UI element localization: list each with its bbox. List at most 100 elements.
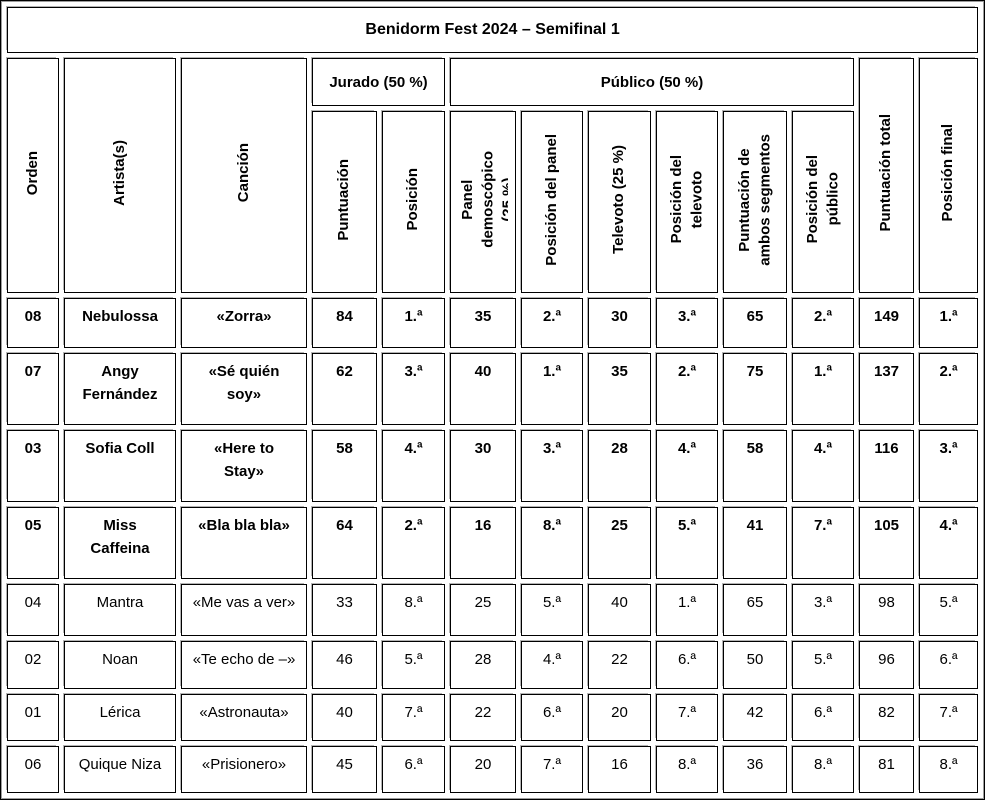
cell-publico-posicion: 3.ª bbox=[792, 584, 854, 636]
cell-artista: Miss Caffeina bbox=[64, 507, 176, 579]
table-row: 01 Lérica «Astronauta» 40 7.ª 22 6.ª 20 … bbox=[7, 694, 979, 741]
cell-orden: 08 bbox=[7, 298, 59, 348]
cell-panel-posicion: 4.ª bbox=[521, 641, 583, 689]
cell-televoto-posicion: 4.ª bbox=[656, 430, 718, 502]
cell-publico-posicion: 7.ª bbox=[792, 507, 854, 579]
cell-ambos: 42 bbox=[723, 694, 787, 741]
table-row: 03 Sofia Coll «Here to Stay» 58 4.ª 30 3… bbox=[7, 430, 979, 502]
cell-televoto: 16 bbox=[588, 746, 651, 793]
cell-final: 5.ª bbox=[919, 584, 979, 636]
cell-total: 137 bbox=[859, 353, 914, 425]
cell-ambos: 75 bbox=[723, 353, 787, 425]
cell-final: 6.ª bbox=[919, 641, 979, 689]
col-header-televoto: Televoto (25 %) bbox=[588, 111, 651, 293]
cell-cancion: «Zorra» bbox=[181, 298, 307, 348]
cell-publico-posicion: 2.ª bbox=[792, 298, 854, 348]
cell-televoto: 22 bbox=[588, 641, 651, 689]
table-row: 05 Miss Caffeina «Bla bla bla» 64 2.ª 16… bbox=[7, 507, 979, 579]
cell-panel-posicion: 1.ª bbox=[521, 353, 583, 425]
cell-artista: Sofia Coll bbox=[64, 430, 176, 502]
cell-televoto: 40 bbox=[588, 584, 651, 636]
col-header-televoto-label: Televoto (25 %) bbox=[610, 145, 628, 254]
cell-orden: 02 bbox=[7, 641, 59, 689]
cell-panel-posicion: 3.ª bbox=[521, 430, 583, 502]
cell-total: 149 bbox=[859, 298, 914, 348]
cell-panel: 20 bbox=[450, 746, 516, 793]
col-header-jurado-posicion-label: Posición bbox=[404, 168, 422, 231]
col-header-cancion: Canción bbox=[181, 58, 307, 293]
cell-artista: Lérica bbox=[64, 694, 176, 741]
col-header-puntuacion-ambos-label: Puntuación de ambos segmentos bbox=[735, 133, 773, 266]
cell-panel: 16 bbox=[450, 507, 516, 579]
cell-total: 116 bbox=[859, 430, 914, 502]
col-header-jurado-puntuacion: Puntuación bbox=[312, 111, 377, 293]
col-header-artista-label: Artista(s) bbox=[110, 140, 128, 206]
cell-cancion: «Te echo de –» bbox=[181, 641, 307, 689]
col-header-jurado-puntuacion-label: Puntuación bbox=[335, 158, 353, 241]
cell-artista: Angy Fernández bbox=[64, 353, 176, 425]
cell-publico-posicion: 8.ª bbox=[792, 746, 854, 793]
cell-jurado-puntuacion: 84 bbox=[312, 298, 377, 348]
cell-televoto-posicion: 2.ª bbox=[656, 353, 718, 425]
cell-panel: 30 bbox=[450, 430, 516, 502]
cell-final: 8.ª bbox=[919, 746, 979, 793]
col-header-puntuacion-total-label: Puntuación total bbox=[877, 114, 895, 232]
cell-jurado-puntuacion: 64 bbox=[312, 507, 377, 579]
col-header-puntuacion-ambos: Puntuación de ambos segmentos bbox=[723, 111, 787, 293]
col-header-puntuacion-total: Puntuación total bbox=[859, 58, 914, 293]
table-row: 07 Angy Fernández «Sé quién soy» 62 3.ª … bbox=[7, 353, 979, 425]
cell-orden: 01 bbox=[7, 694, 59, 741]
cell-cancion: «Sé quién soy» bbox=[181, 353, 307, 425]
cell-orden: 05 bbox=[7, 507, 59, 579]
cell-jurado-posicion: 6.ª bbox=[382, 746, 445, 793]
cell-panel: 22 bbox=[450, 694, 516, 741]
table-row: 02 Noan «Te echo de –» 46 5.ª 28 4.ª 22 … bbox=[7, 641, 979, 689]
cell-televoto-posicion: 7.ª bbox=[656, 694, 718, 741]
cell-publico-posicion: 4.ª bbox=[792, 430, 854, 502]
cell-ambos: 36 bbox=[723, 746, 787, 793]
panel-demoscopico-clip: Panel demoscópico (25 %) bbox=[458, 151, 508, 253]
cell-cancion: «Prisionero» bbox=[181, 746, 307, 793]
cell-panel-posicion: 5.ª bbox=[521, 584, 583, 636]
cell-televoto-posicion: 1.ª bbox=[656, 584, 718, 636]
cell-panel-posicion: 8.ª bbox=[521, 507, 583, 579]
cell-panel-posicion: 2.ª bbox=[521, 298, 583, 348]
col-header-posicion-final-label: Posición final bbox=[939, 124, 957, 222]
cell-panel-posicion: 6.ª bbox=[521, 694, 583, 741]
cell-panel: 28 bbox=[450, 641, 516, 689]
cell-orden: 07 bbox=[7, 353, 59, 425]
cell-panel: 25 bbox=[450, 584, 516, 636]
cell-artista: Noan bbox=[64, 641, 176, 689]
cell-televoto-posicion: 6.ª bbox=[656, 641, 718, 689]
cell-panel-posicion: 7.ª bbox=[521, 746, 583, 793]
col-header-posicion-final: Posición final bbox=[919, 58, 979, 293]
col-header-panel-demoscopico-label: Panel demoscópico (25 %) bbox=[459, 151, 508, 248]
cell-orden: 04 bbox=[7, 584, 59, 636]
cell-final: 1.ª bbox=[919, 298, 979, 348]
cell-televoto-posicion: 5.ª bbox=[656, 507, 718, 579]
col-header-posicion-panel-label: Posición del panel bbox=[542, 133, 560, 266]
cell-artista: Quique Niza bbox=[64, 746, 176, 793]
cell-cancion: «Me vas a ver» bbox=[181, 584, 307, 636]
cell-jurado-puntuacion: 45 bbox=[312, 746, 377, 793]
col-header-cancion-label: Canción bbox=[234, 143, 252, 203]
group-header-publico: Público (50 %) bbox=[450, 58, 854, 106]
cell-jurado-posicion: 5.ª bbox=[382, 641, 445, 689]
cell-final: 2.ª bbox=[919, 353, 979, 425]
cell-final: 7.ª bbox=[919, 694, 979, 741]
col-header-artista: Artista(s) bbox=[64, 58, 176, 293]
cell-publico-posicion: 6.ª bbox=[792, 694, 854, 741]
cell-panel: 35 bbox=[450, 298, 516, 348]
cell-final: 4.ª bbox=[919, 507, 979, 579]
cell-televoto: 35 bbox=[588, 353, 651, 425]
page-title: Benidorm Fest 2024 – Semifinal 1 bbox=[7, 7, 979, 53]
cell-final: 3.ª bbox=[919, 430, 979, 502]
col-header-posicion-publico: Posición del público bbox=[792, 111, 854, 293]
cell-jurado-puntuacion: 46 bbox=[312, 641, 377, 689]
col-header-posicion-televoto: Posición del televoto bbox=[656, 111, 718, 293]
table-row: 06 Quique Niza «Prisionero» 45 6.ª 20 7.… bbox=[7, 746, 979, 793]
cell-televoto: 30 bbox=[588, 298, 651, 348]
cell-jurado-posicion: 7.ª bbox=[382, 694, 445, 741]
table-row: 08 Nebulossa «Zorra» 84 1.ª 35 2.ª 30 3.… bbox=[7, 298, 979, 348]
